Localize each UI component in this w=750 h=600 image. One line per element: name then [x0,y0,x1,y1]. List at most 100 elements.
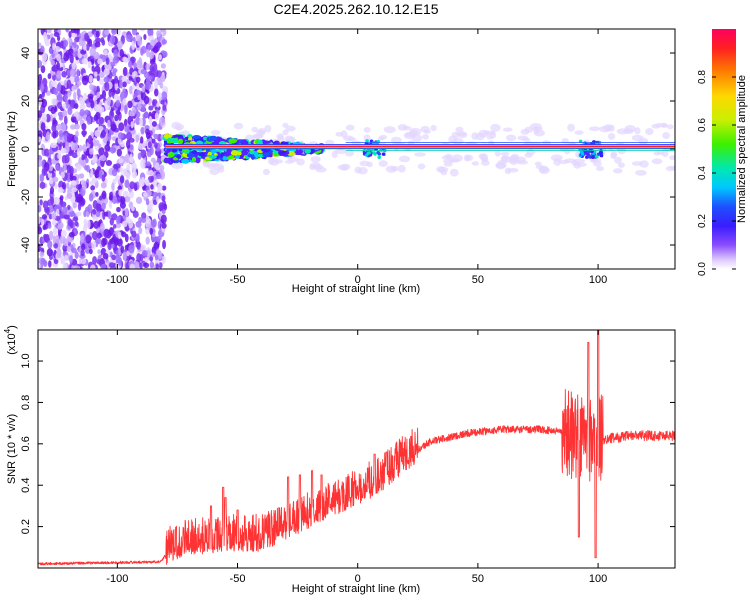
noise-cell [92,139,97,147]
noise-cell [119,49,124,58]
noise-cell [39,173,45,182]
noise-cell [51,98,57,106]
noise-cell [111,182,115,191]
colorbar: 0.0 0.2 0.4 0.6 0.8 Normalized spectral ampl… [697,29,748,276]
halo-cell [385,165,397,173]
noise-cell [135,76,141,83]
halo-cell [634,127,641,135]
halo-cell [282,122,289,128]
noise-cell [64,254,68,262]
halo-cell [645,128,654,136]
halo-cell [517,160,529,165]
noise-cell [149,59,156,65]
halo-cell [455,131,467,137]
noise-cell [137,143,144,150]
halo-cell [422,134,429,140]
noise-cell [56,35,61,42]
halo-cell [378,160,388,167]
halo-cell [284,159,295,164]
noise-cell [109,110,115,120]
halo-cell [331,150,338,159]
noise-cell [156,102,160,108]
noise-cell [62,206,68,216]
noise-cell [63,79,68,89]
noise-cell [104,105,109,111]
noise-cell [107,210,112,220]
noise-cell [124,207,129,217]
noise-cell [40,65,46,74]
noise-cell [51,124,57,132]
noise-cell [115,222,122,229]
noise-cell [58,130,64,137]
noise-cell [140,136,144,145]
noise-cell [141,212,147,220]
noise-cell [101,174,106,182]
noise-cell [161,185,167,191]
noise-cell [111,195,118,204]
noise-cell [89,83,94,91]
halo-cell [310,156,321,163]
spectrogram-axes: -100 -50 0 50 100 -40 -20 0 20 40 [20,29,675,286]
noise-cell [138,226,143,235]
noise-cell [140,244,146,252]
noise-cell [141,105,146,113]
noise-cell [160,99,165,105]
noise-cell [150,175,155,183]
noise-cell [135,116,141,126]
noise-cell [161,255,166,265]
signal-cell [163,157,170,164]
noise-cell [88,75,93,84]
halo-cell [445,153,453,160]
noise-cell [135,134,140,143]
noise-cell [66,132,72,142]
noise-cell [69,255,74,264]
noise-cell [38,136,42,143]
noise-cell [80,258,87,265]
noise-cell [135,111,141,118]
noise-cell [135,196,143,205]
noise-cell [86,219,91,230]
noise-cell [60,85,66,95]
noise-cell [107,119,111,128]
noise-cell [84,109,90,116]
noise-cell [57,138,61,144]
noise-cell [67,48,74,56]
halo-cell [264,124,272,133]
noise-cell [152,218,157,228]
noise-cell [101,202,106,211]
burst-cell [365,139,369,143]
noise-cell [142,140,149,147]
noise-cell [109,34,116,45]
noise-cell [74,123,80,130]
noise-cell [100,37,105,44]
halo-cell [661,150,669,157]
colorbar-ticks: 0.0 0.2 0.4 0.6 0.8 [697,70,736,276]
noise-cell [79,108,85,117]
noise-cell [65,29,70,33]
noise-cell [57,101,62,109]
noise-cell [103,76,110,83]
halo-cell [651,158,663,165]
noise-cell [149,124,153,131]
noise-cell [161,209,166,215]
noise-cell [88,38,93,48]
noise-cell [162,104,167,111]
noise-cell [130,121,134,129]
noise-cell [47,240,53,249]
noise-cell [155,173,162,180]
noise-cell [40,121,46,132]
halo-cell [357,166,368,175]
noise-cell [50,196,55,205]
noise-cell [136,59,143,69]
burst-cell [599,154,604,158]
noise-cell [151,252,155,258]
burst-cell [367,151,371,155]
signal-cell [176,155,182,159]
noise-cell [42,224,47,231]
noise-cell [143,95,150,105]
noise-cell [71,175,77,181]
noise-cell [68,150,74,157]
spectrogram-plot-area [38,29,675,269]
noise-cell [161,222,167,229]
noise-cell [145,227,150,235]
